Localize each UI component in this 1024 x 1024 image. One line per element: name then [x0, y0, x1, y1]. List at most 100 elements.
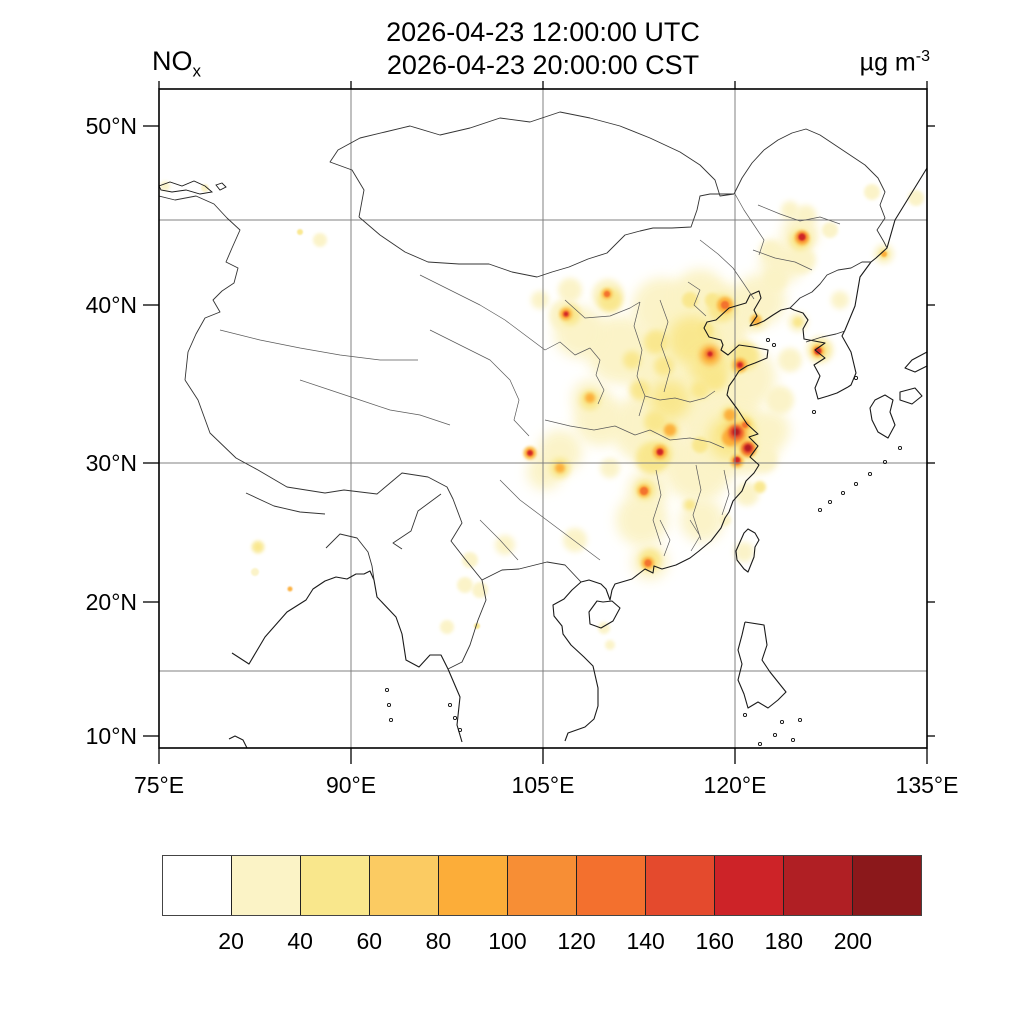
small-lake-path — [215, 182, 227, 191]
hotspot-blob — [705, 293, 719, 307]
hotspot-blob — [640, 487, 648, 495]
y-tick-label: 40°N — [85, 292, 137, 318]
province-nei-mongol-ne-path — [734, 193, 765, 256]
hotspot-blob — [657, 449, 663, 455]
hotspot-blob — [760, 240, 780, 260]
korea-east-coast-path — [841, 261, 872, 388]
province-tibet-qinghai-path — [299, 379, 451, 426]
hotspot-blob — [781, 201, 799, 219]
variable-name: NO — [152, 46, 193, 76]
x-tick-label: 135°E — [895, 772, 959, 798]
colorbar — [162, 855, 922, 916]
colorbar-tick-label: 60 — [356, 928, 383, 954]
hotspot-blob — [253, 542, 263, 552]
hotspot-blob — [788, 246, 816, 274]
hotspot-blob — [605, 640, 615, 650]
small-island-mark — [742, 712, 748, 718]
title-line-cst: 2026-04-23 20:00:00 CST — [386, 50, 700, 80]
province-hunan-path — [652, 469, 662, 546]
x-tick-label: 120°E — [703, 772, 767, 798]
kazakh-border-path — [159, 195, 241, 381]
small-island-mark — [771, 342, 777, 348]
hotspot-blob — [644, 559, 652, 567]
units-exponent: -3 — [915, 48, 930, 65]
province-ningxia-path — [589, 347, 605, 405]
province-qinghai-sichuan-path — [429, 329, 530, 437]
y-tick-label: 10°N — [85, 723, 137, 749]
hotspot-blob — [462, 552, 478, 568]
hotspot-blob — [664, 424, 676, 436]
hotspot-blob — [287, 586, 293, 592]
variable-label: NOx — [152, 46, 201, 81]
hotspot-blob — [721, 301, 729, 309]
hotspot-blob — [558, 278, 582, 302]
hotspot-blob — [735, 482, 759, 506]
hotspot-blob — [563, 528, 587, 552]
province-zhejiang-path — [721, 469, 730, 516]
colorbar-cell — [646, 856, 715, 915]
small-island-mark — [827, 499, 833, 505]
hotspot-blob — [440, 620, 454, 634]
hotspot-blob — [763, 268, 787, 292]
province-sichuan-hubei-path — [544, 419, 651, 436]
taiwan-island-path — [735, 528, 760, 573]
hotspot-blob — [798, 233, 806, 241]
colorbar-tick-label: 40 — [287, 928, 313, 954]
hainan-island-path — [588, 600, 621, 629]
hotspot-blob — [707, 351, 713, 357]
vietnam-coast-path — [552, 581, 599, 742]
small-island-mark — [757, 741, 763, 747]
small-island-mark — [388, 717, 394, 723]
small-island-mark — [790, 737, 796, 743]
province-guangxi-guangdong-path — [659, 519, 671, 557]
kyushu-island-path — [869, 394, 896, 439]
hotspot-blob — [644, 411, 666, 433]
hotspot-blob — [754, 481, 766, 493]
small-island-mark — [867, 471, 873, 477]
units-base: µg m — [859, 48, 916, 77]
bangladesh-border-path — [325, 533, 375, 581]
nepal-border-path — [245, 492, 326, 515]
small-island-mark — [457, 727, 463, 733]
hotspot-blob — [692, 437, 708, 453]
colorbar-cell — [163, 856, 232, 915]
colorbar-tick-label: 140 — [626, 928, 665, 954]
hotspot-blob — [766, 386, 794, 414]
x-tick-label: 90°E — [325, 772, 377, 798]
variable-subscript: x — [192, 61, 202, 81]
hotspot-blob — [864, 184, 880, 200]
colorbar-cell — [577, 856, 646, 915]
india-myanmar-border-path — [392, 493, 442, 550]
province-shanxi-east-path — [659, 299, 671, 393]
colorbar-tick-label: 100 — [488, 928, 527, 954]
hotspot-blob — [604, 291, 610, 297]
nk-china-border-path — [789, 261, 871, 309]
hotspot-blob — [531, 291, 549, 309]
colorbar-tick-label: 160 — [695, 928, 734, 954]
plot-title: 2026-04-23 12:00:00 UTC 2026-04-23 20:00… — [203, 16, 883, 82]
province-guangdong-fujian-path — [689, 519, 701, 552]
hotspot-blob — [719, 514, 731, 526]
hotspot-blob — [737, 362, 743, 368]
colorbar-cell — [370, 856, 439, 915]
small-island-mark — [386, 702, 392, 708]
small-island-mark — [853, 481, 859, 487]
small-island-mark — [779, 719, 785, 725]
hotspot-blob — [750, 410, 790, 450]
hotspot-blob — [682, 292, 698, 308]
province-ordos-path — [564, 299, 641, 319]
province-xinjiang-tibet-path — [219, 329, 418, 361]
hotspot-blob — [650, 380, 690, 420]
hotspot-blob — [630, 380, 650, 400]
hotspot-blob — [831, 291, 849, 309]
colorbar-tick-label: 180 — [764, 928, 803, 954]
province-jiangxi-path — [692, 464, 702, 541]
colorbar-cell — [853, 856, 921, 915]
luzon-island-path — [737, 621, 787, 709]
hotspot-blob — [600, 458, 620, 478]
honshu-fragment-path — [904, 351, 927, 373]
hotspot-blob — [297, 229, 303, 235]
x-tick-label: 105°E — [511, 772, 575, 798]
hotspot-blob — [685, 500, 695, 510]
units-label: µg m-3 — [860, 48, 930, 77]
